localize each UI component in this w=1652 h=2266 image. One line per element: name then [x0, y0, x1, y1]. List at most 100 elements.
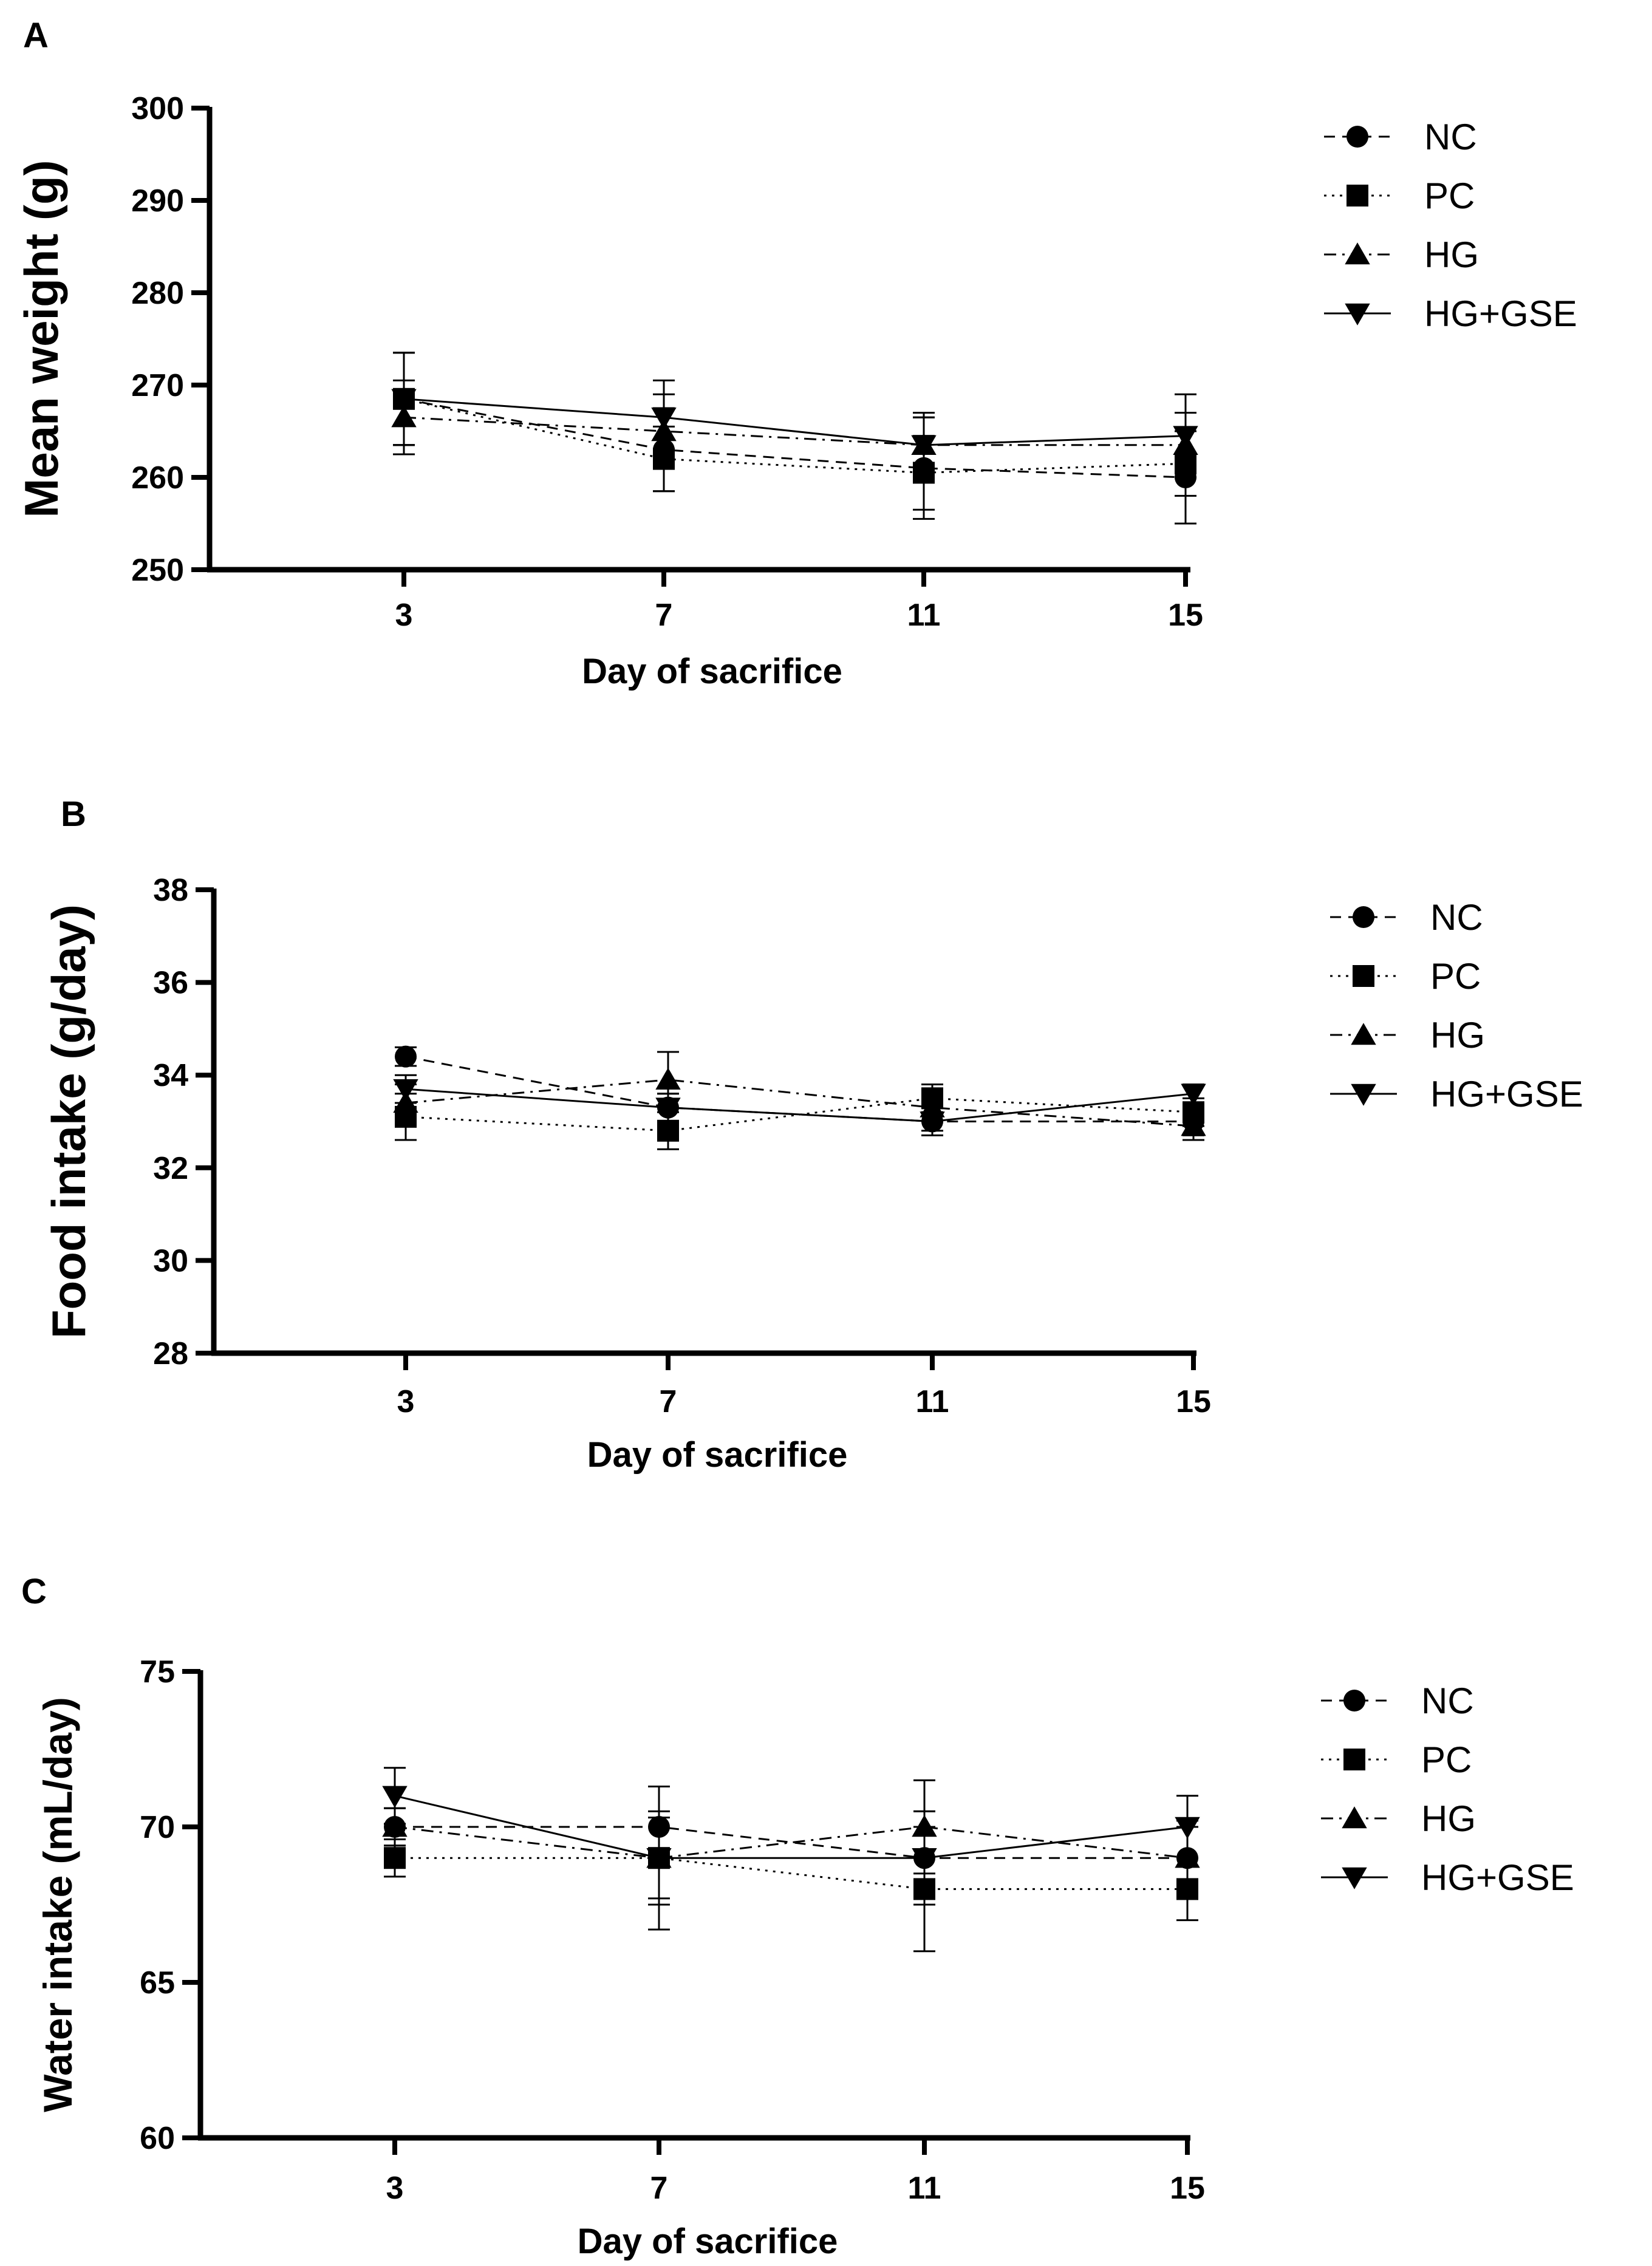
legend-marker	[1347, 126, 1368, 148]
series-line	[395, 1857, 1187, 1890]
chart-panel-b: B 28 30 32 34 36 38 3 7 11 15 Food intake (g/day) Da…	[42, 794, 1583, 1475]
y-tick-label: 38	[153, 873, 188, 908]
series-hg-gse	[382, 1767, 1200, 1906]
series-nc	[393, 352, 1196, 525]
data-point	[911, 435, 937, 457]
legend-marker	[1353, 906, 1374, 928]
y-tick-label: 300	[131, 91, 184, 126]
legend: NC PC HG HG+GSE	[1324, 117, 1577, 334]
data-point	[391, 389, 417, 411]
y-tick-label: 280	[131, 276, 184, 311]
legend-marker	[1343, 1749, 1365, 1770]
legend-label: HG+GSE	[1424, 293, 1577, 334]
data-point	[382, 1815, 408, 1837]
legend-marker	[1343, 1690, 1365, 1711]
y-axis-label: Water intake (mL/day)	[35, 1697, 80, 2112]
data-point	[651, 408, 677, 429]
series-line	[394, 1826, 1188, 1859]
x-tick-label: 15	[1176, 1384, 1211, 1419]
data-point	[1175, 1817, 1200, 1839]
panel-letter: A	[23, 16, 49, 55]
data-point	[657, 1119, 679, 1142]
legend-label: HG	[1424, 234, 1479, 275]
chart-panel-c: C 60 65 70 75 3 7 11 15 Water intake (mL/day) Day …	[21, 1572, 1574, 2261]
y-tick-label: 260	[131, 460, 184, 496]
series-line	[403, 398, 1186, 446]
y-tick-label: 70	[140, 1810, 175, 1845]
legend-marker	[1353, 965, 1374, 987]
x-tick-label: 7	[650, 2171, 668, 2206]
series-line	[405, 1079, 1194, 1127]
y-tick-label: 65	[140, 1965, 175, 2001]
chart-panel-a: A 250 260 270 280 290 300 3 7 11 15 Mean weight (g)…	[15, 16, 1577, 691]
legend-marker	[1347, 185, 1368, 206]
legend-label: HG	[1421, 1798, 1476, 1839]
data-point	[912, 1848, 937, 1870]
legend-label: NC	[1430, 897, 1483, 938]
x-tick-label: 7	[660, 1384, 677, 1419]
legend-label: PC	[1430, 956, 1481, 997]
legend-marker	[1351, 1084, 1376, 1106]
panel-letter: B	[61, 794, 86, 834]
legend: NC PC HG HG+GSE	[1330, 897, 1583, 1114]
series-hg	[393, 1051, 1206, 1141]
data-point	[655, 1097, 681, 1120]
x-tick-label: 11	[907, 598, 941, 633]
series-hg	[391, 379, 1198, 479]
legend-marker	[1345, 242, 1370, 265]
series-line	[405, 1056, 1193, 1122]
series-hg	[382, 1779, 1200, 1906]
legend-label: HG+GSE	[1430, 1074, 1583, 1114]
data-point	[1181, 1114, 1206, 1136]
y-tick-label: 250	[131, 553, 184, 588]
legend-marker	[1342, 1806, 1367, 1829]
data-point	[384, 1847, 406, 1869]
series-pc	[395, 1083, 1204, 1150]
x-tick-label: 7	[655, 598, 673, 633]
legend-label: PC	[1424, 176, 1475, 216]
series-hg-gse	[393, 1074, 1206, 1134]
series-line	[405, 1088, 1194, 1123]
legend-marker	[1342, 1867, 1367, 1889]
y-tick-label: 75	[140, 1654, 175, 1690]
y-tick-label: 270	[131, 368, 184, 403]
legend-label: NC	[1424, 117, 1477, 157]
x-tick-label: 15	[1168, 598, 1203, 633]
data-point	[646, 1848, 672, 1870]
series-line	[395, 1826, 1187, 1859]
series-line	[394, 1795, 1188, 1859]
data-point	[393, 1079, 418, 1101]
series-hg-gse	[391, 352, 1198, 479]
x-tick-label: 15	[1170, 2171, 1205, 2206]
x-tick-label: 3	[386, 2171, 404, 2206]
legend-marker	[1345, 303, 1370, 326]
x-tick-label: 3	[397, 1384, 415, 1419]
y-tick-label: 30	[153, 1243, 188, 1278]
series-line	[403, 416, 1186, 446]
y-tick-label: 34	[153, 1058, 188, 1093]
legend-label: HG+GSE	[1421, 1857, 1574, 1898]
series-line	[403, 398, 1186, 474]
x-tick-label: 3	[395, 598, 413, 633]
x-tick-label: 11	[908, 2171, 941, 2206]
legend: NC PC HG HG+GSE	[1321, 1681, 1574, 1898]
data-point	[655, 1068, 681, 1090]
y-tick-label: 290	[131, 183, 184, 219]
x-axis-label: Day of sacrifice	[587, 1435, 848, 1475]
series-nc	[384, 1785, 1198, 1906]
legend-marker	[1351, 1023, 1376, 1045]
data-point	[1173, 426, 1198, 448]
x-axis-label: Day of sacrifice	[582, 652, 842, 691]
y-tick-label: 60	[140, 2121, 175, 2156]
series-line	[403, 398, 1186, 479]
legend-label: PC	[1421, 1739, 1472, 1780]
data-point	[395, 1045, 417, 1068]
y-tick-label: 36	[153, 966, 188, 1001]
y-tick-label: 32	[153, 1151, 188, 1186]
legend-label: HG	[1430, 1015, 1485, 1056]
series-pc	[384, 1785, 1198, 1953]
data-point	[920, 1111, 945, 1134]
data-point	[1181, 1084, 1206, 1106]
y-axis-label: Food intake (g/day)	[42, 904, 95, 1339]
